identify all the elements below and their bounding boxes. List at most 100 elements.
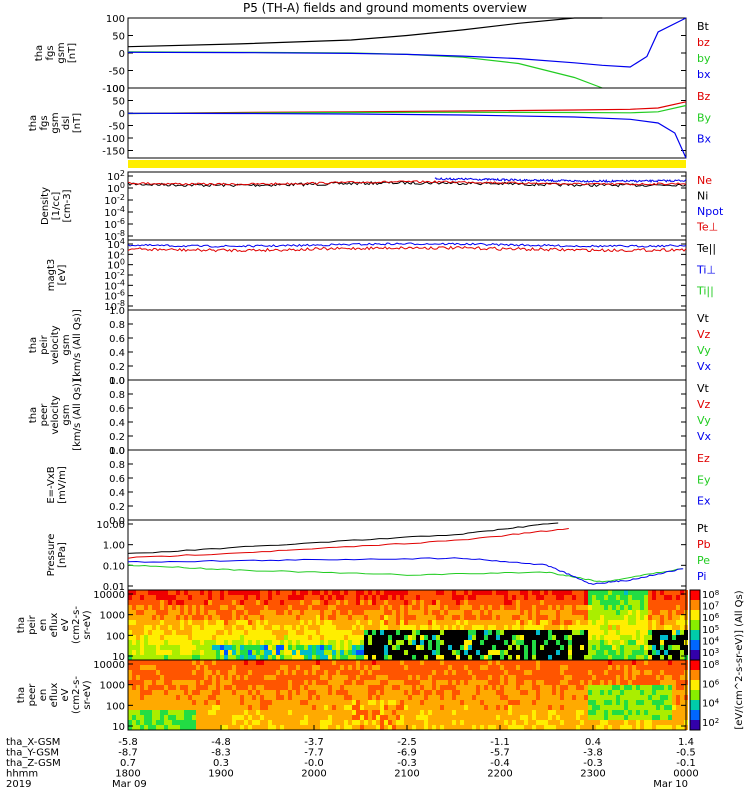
spec-cell — [644, 700, 648, 705]
spec-cell — [672, 625, 676, 630]
spec-cell — [496, 725, 500, 730]
spec-cell — [548, 695, 552, 700]
spec-cell — [308, 645, 312, 650]
y-axis-label: gsm — [61, 334, 72, 355]
spec-cell — [228, 625, 232, 630]
spec-cell — [344, 725, 348, 730]
spec-cell — [456, 665, 460, 670]
spec-cell — [652, 660, 656, 665]
spec-cell — [432, 615, 436, 620]
spec-cell — [660, 620, 664, 625]
spec-cell — [388, 600, 392, 605]
spec-cell — [432, 650, 436, 655]
spec-cell — [576, 645, 580, 650]
spec-cell — [228, 595, 232, 600]
spec-cell — [648, 675, 652, 680]
spec-cell — [672, 685, 676, 690]
spec-cell — [560, 620, 564, 625]
spec-cell — [340, 670, 344, 675]
x-tick-label: -3.7 — [304, 737, 324, 748]
spec-cell — [404, 620, 408, 625]
spec-cell — [380, 675, 384, 680]
spec-cell — [140, 655, 144, 660]
spec-cell — [128, 625, 132, 630]
spec-cell — [608, 620, 612, 625]
spec-cell — [464, 645, 468, 650]
spec-cell — [320, 675, 324, 680]
spec-cell — [176, 665, 180, 670]
y-axis-label: [km/s (All Qs)] — [72, 379, 83, 451]
spec-cell — [408, 640, 412, 645]
spec-cell — [188, 725, 192, 730]
spec-cell — [560, 690, 564, 695]
spec-cell — [312, 635, 316, 640]
spec-cell — [280, 635, 284, 640]
spec-cell — [496, 635, 500, 640]
spec-cell — [152, 645, 156, 650]
spec-cell — [680, 600, 684, 605]
spec-cell — [472, 715, 476, 720]
spec-cell — [520, 595, 524, 600]
spec-cell — [320, 630, 324, 635]
spec-cell — [368, 630, 372, 635]
spec-cell — [396, 680, 400, 685]
spec-cell — [212, 595, 216, 600]
spec-cell — [384, 700, 388, 705]
spec-cell — [216, 590, 220, 595]
spec-cell — [524, 635, 528, 640]
spec-cell — [396, 710, 400, 715]
spec-cell — [248, 590, 252, 595]
spec-cell — [296, 635, 300, 640]
spec-cell — [148, 675, 152, 680]
spec-cell — [216, 675, 220, 680]
spec-cell — [496, 705, 500, 710]
spec-cell — [356, 600, 360, 605]
spec-cell — [220, 700, 224, 705]
spec-cell — [276, 720, 280, 725]
spec-cell — [528, 620, 532, 625]
spec-cell — [360, 680, 364, 685]
spec-cell — [444, 665, 448, 670]
spec-cell — [296, 615, 300, 620]
spec-cell — [276, 635, 280, 640]
spec-cell — [660, 675, 664, 680]
spec-cell — [616, 655, 620, 660]
spec-cell — [392, 605, 396, 610]
spec-cell — [300, 645, 304, 650]
spec-cell — [344, 590, 348, 595]
spec-cell — [576, 610, 580, 615]
spec-cell — [128, 660, 132, 665]
spec-cell — [620, 630, 624, 635]
spec-cell — [292, 615, 296, 620]
spec-cell — [384, 635, 388, 640]
spec-cell — [140, 590, 144, 595]
spec-cell — [344, 620, 348, 625]
spec-cell — [660, 695, 664, 700]
spec-cell — [136, 655, 140, 660]
spec-cell — [612, 625, 616, 630]
spec-cell — [544, 605, 548, 610]
spec-cell — [248, 655, 252, 660]
spec-cell — [572, 630, 576, 635]
spec-cell — [404, 640, 408, 645]
spec-cell — [448, 610, 452, 615]
spec-cell — [536, 620, 540, 625]
spec-cell — [540, 695, 544, 700]
spec-cell — [660, 615, 664, 620]
spec-cell — [456, 715, 460, 720]
spec-cell — [520, 680, 524, 685]
spec-cell — [320, 725, 324, 730]
spec-cell — [500, 640, 504, 645]
spec-cell — [268, 695, 272, 700]
spec-cell — [548, 590, 552, 595]
spec-cell — [436, 705, 440, 710]
spec-cell — [552, 615, 556, 620]
spec-cell — [656, 700, 660, 705]
spec-cell — [140, 695, 144, 700]
spec-cell — [656, 650, 660, 655]
spec-cell — [444, 640, 448, 645]
spec-cell — [464, 710, 468, 715]
spec-cell — [372, 590, 376, 595]
spec-cell — [152, 720, 156, 725]
spec-cell — [496, 690, 500, 695]
